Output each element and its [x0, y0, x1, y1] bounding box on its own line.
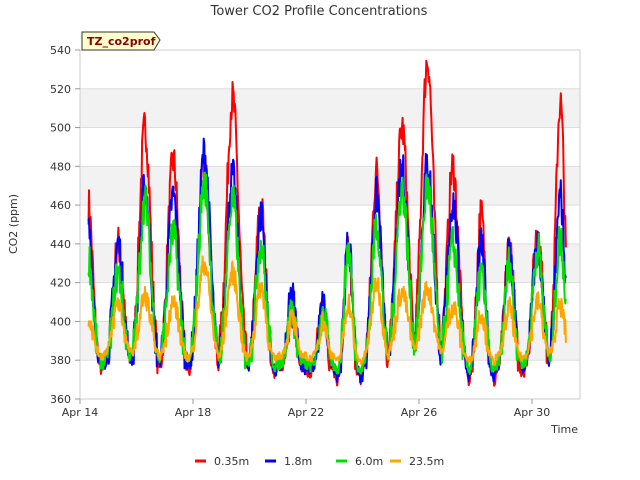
plot-background: [80, 50, 580, 399]
plot-band: [80, 166, 580, 206]
legend-label-6.0m: 6.0m: [355, 455, 383, 468]
x-axis-label: Time: [550, 423, 578, 436]
plot-band: [80, 243, 580, 283]
y-tick-label: 420: [50, 277, 71, 290]
y-tick-label: 380: [50, 354, 71, 367]
legend-label-23.5m: 23.5m: [409, 455, 444, 468]
y-axis: 360 380 400 420 440 460 480 500 520 540: [50, 44, 80, 406]
legend: 0.35m 1.8m 6.0m 23.5m: [195, 455, 444, 468]
series-layer: [87, 59, 567, 387]
y-tick-label: 480: [50, 160, 71, 173]
legend-label-1.8m: 1.8m: [284, 455, 312, 468]
y-tick-label: 360: [50, 393, 71, 406]
plot-band: [80, 205, 580, 244]
y-tick-label: 540: [50, 44, 71, 57]
x-tick-label: Apr 18: [175, 406, 212, 419]
chart-title: Tower CO2 Profile Concentrations: [210, 4, 428, 19]
y-tick-label: 520: [50, 83, 71, 96]
plot-band: [80, 50, 580, 89]
x-tick-label: Apr 14: [62, 406, 99, 419]
y-tick-label: 460: [50, 199, 71, 212]
site-badge: TZ_co2prof: [81, 31, 161, 51]
legend-label-0.35m: 0.35m: [214, 455, 249, 468]
x-tick-label: Apr 30: [514, 406, 551, 419]
site-badge-shape: [81, 31, 161, 51]
site-badge-label: TZ_co2prof: [87, 35, 156, 48]
y-tick-label: 400: [50, 315, 71, 328]
x-tick-label: Apr 22: [288, 406, 325, 419]
y-axis-label: CO2 (ppm): [7, 194, 20, 254]
plot-band: [80, 127, 580, 167]
plot-frame: [79, 49, 581, 400]
series-line-23.5m: [87, 255, 567, 366]
plot-band: [80, 88, 580, 128]
y-tick-label: 440: [50, 238, 71, 251]
y-tick-label: 500: [50, 122, 71, 135]
x-tick-label: Apr 26: [401, 406, 438, 419]
x-axis: Apr 14 Apr 18 Apr 22 Apr 26 Apr 30: [62, 399, 551, 419]
